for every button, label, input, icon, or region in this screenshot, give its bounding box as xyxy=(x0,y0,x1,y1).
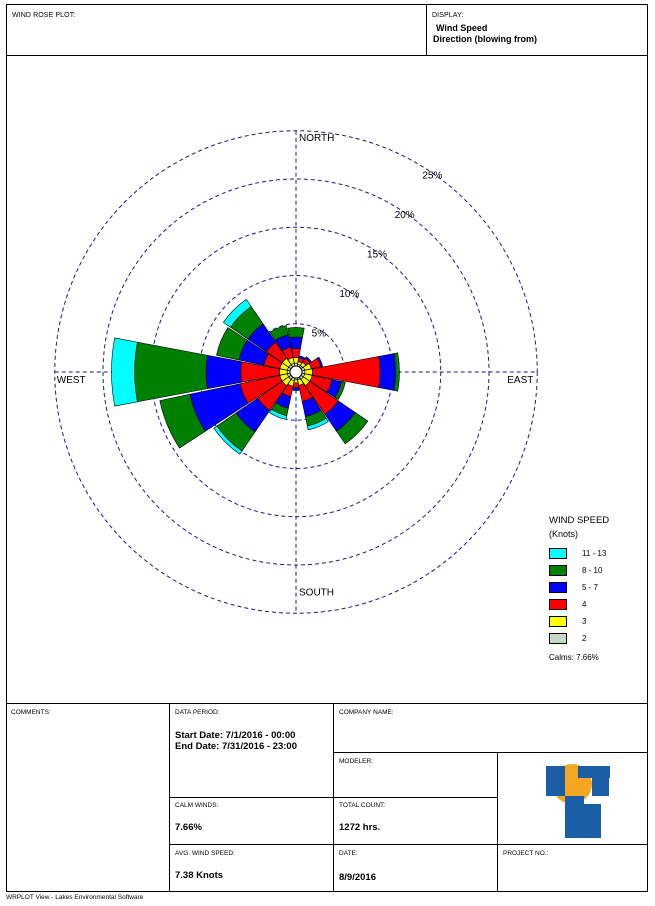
legend-label: 5 - 7 xyxy=(582,583,599,592)
report-frame: WIND ROSE PLOT: DISPLAY: Wind Speed Dire… xyxy=(6,4,648,892)
legend-title: WIND SPEED xyxy=(549,515,610,526)
petal-ene-bin-3 xyxy=(316,356,324,368)
petal-w-bin-3 xyxy=(205,355,243,389)
petal-s-bin-1 xyxy=(293,379,299,384)
calm-winds-label: CALM WINDS: xyxy=(175,802,219,809)
petal-nnw-bin-4 xyxy=(269,325,289,341)
logo-right-bar xyxy=(592,766,609,796)
legend-label: 2 xyxy=(582,634,587,643)
petal-wnw-bin-4 xyxy=(216,327,248,361)
avg-wind-speed-value: 7.38 Knots xyxy=(175,870,224,881)
data-period-label: DATA PERIOD: xyxy=(175,709,220,716)
ring-label: 25% xyxy=(422,170,442,181)
logo-stem-left xyxy=(565,796,584,838)
petal-ssw-bin-5 xyxy=(269,408,288,420)
legend-swatch xyxy=(549,548,567,559)
total-count-value: 1272 hrs. xyxy=(339,822,381,833)
ring-label: 10% xyxy=(339,289,359,300)
display-direction: Direction (blowing from) xyxy=(433,34,537,44)
start-date: Start Date: 7/1/2016 - 00:00 xyxy=(175,730,296,741)
total-count-label: TOTAL COUNT: xyxy=(339,802,386,809)
legend-swatch xyxy=(549,599,567,610)
petal-ese-bin-4 xyxy=(334,381,346,400)
west-label: WEST xyxy=(57,375,86,386)
wind-rose-chart: 5% 10% 15% 20% 25% NORTH SOUTH EAST WEST xyxy=(54,130,538,614)
petal-e-bin-3 xyxy=(378,353,396,391)
petal-n-bin-4 xyxy=(287,327,305,339)
calm-winds-value: 7.66% xyxy=(175,822,202,833)
info-table: COMMENTS: DATA PERIOD: Start Date: 7/1/2… xyxy=(6,703,648,892)
display-label: DISPLAY: xyxy=(432,12,464,19)
south-label: SOUTH xyxy=(299,587,334,598)
table-row-line-1 xyxy=(333,752,648,753)
header-divider xyxy=(7,55,647,56)
east-label: EAST xyxy=(507,375,533,386)
display-wind-speed: Wind Speed xyxy=(436,23,488,33)
ring-label: 20% xyxy=(395,210,415,221)
comments-label: COMMENTS: xyxy=(11,709,51,716)
petal-nne-bin-3 xyxy=(298,355,306,361)
petal-ne-bin-3 xyxy=(304,356,312,364)
legend-label: 3 xyxy=(582,617,587,626)
petal-se-bin-4 xyxy=(335,411,369,445)
company-logo xyxy=(546,764,610,838)
petal-e-bin-4 xyxy=(393,352,400,392)
legend-swatch xyxy=(549,633,567,644)
petal-sse-bin-5 xyxy=(306,417,329,431)
modeler-label: MODELER: xyxy=(339,758,373,765)
petal-n-bin-3 xyxy=(289,336,303,350)
header-vertical-divider xyxy=(426,5,427,55)
ring-label: 5% xyxy=(312,328,327,339)
wind-rose-plot-label: WIND ROSE PLOT: xyxy=(12,12,76,19)
logo-left-bar xyxy=(546,766,565,796)
petal-s-bin-3 xyxy=(292,387,300,391)
legend-swatch xyxy=(549,582,567,593)
table-top-border xyxy=(6,703,648,704)
date-value: 8/9/2016 xyxy=(339,872,376,883)
petal-nw-bin-5 xyxy=(222,298,252,328)
legend-swatch xyxy=(549,616,567,627)
company-name-label: COMPANY NAME: xyxy=(339,709,394,716)
petal-s-bin-2 xyxy=(292,382,300,388)
ring-label: 15% xyxy=(367,249,387,260)
legend-units: (Knots) xyxy=(549,529,579,539)
petal-wsw-bin-4 xyxy=(159,393,206,449)
table-row-line-3 xyxy=(169,844,648,845)
table-row-line-2 xyxy=(169,797,498,798)
table-col-line-3 xyxy=(497,752,498,892)
legend-swatch xyxy=(549,565,567,576)
petal-w-bin-5 xyxy=(111,337,138,407)
date-label: DATE: xyxy=(339,850,358,857)
legend-label: 4 xyxy=(582,600,587,609)
calms-text: Calms: 7.66% xyxy=(549,653,599,662)
end-date: End Date: 7/31/2016 - 23:00 xyxy=(175,741,297,752)
legend-label: 11 - 13 xyxy=(582,549,607,558)
legend-label: 8 - 10 xyxy=(582,566,603,575)
calm-circle xyxy=(289,365,303,379)
logo-stem-right xyxy=(584,804,601,838)
project-no-label: PROJECT NO.: xyxy=(503,850,549,857)
petal-sw-bin-5 xyxy=(213,425,243,455)
avg-wind-speed-label: AVG. WIND SPEED: xyxy=(175,850,235,857)
footer-text: WRPLOT View - Lakes Environmental Softwa… xyxy=(6,894,144,901)
north-label: NORTH xyxy=(299,133,334,144)
